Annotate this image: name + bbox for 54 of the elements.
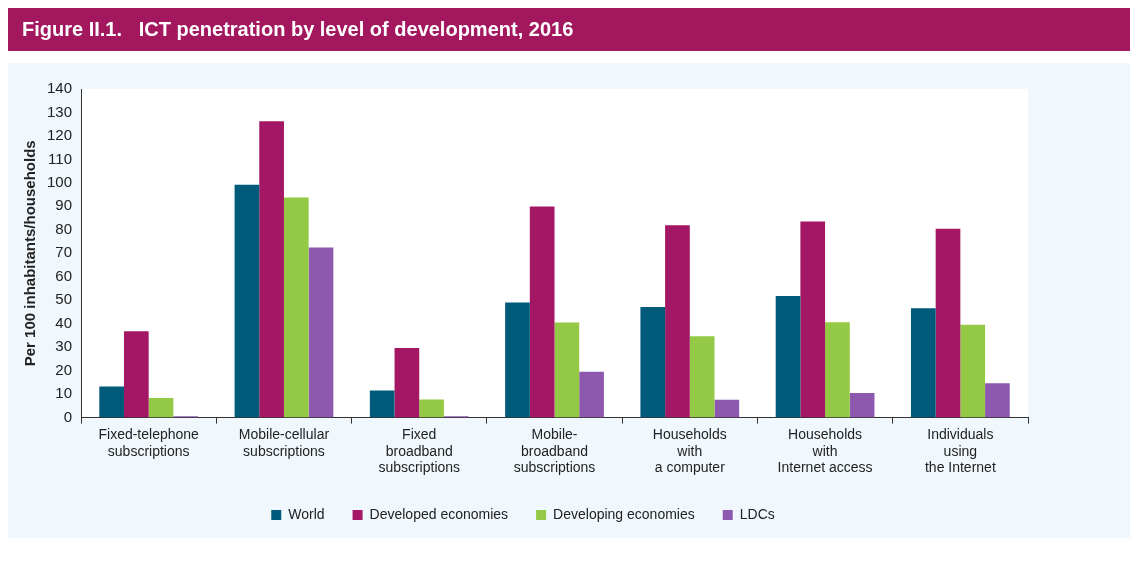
y-tick-label: 30 — [55, 337, 73, 355]
bar — [148, 397, 174, 418]
bar — [640, 307, 666, 418]
bar — [689, 336, 715, 418]
legend-label: Developing economies — [553, 505, 695, 522]
bar — [234, 184, 260, 418]
y-tick-label: 0 — [63, 407, 73, 425]
y-tick-label: 130 — [47, 102, 73, 120]
y-tick-label: 20 — [55, 360, 73, 378]
y-tick-label: 70 — [55, 243, 73, 261]
x-tick-label: Mobile-cellular subscriptions — [238, 425, 330, 459]
x-tick-label: Fixed broadband subscriptions — [378, 425, 461, 476]
bar — [775, 296, 801, 418]
y-tick-label: 80 — [55, 219, 73, 237]
bar — [960, 324, 986, 418]
x-tick-label: Mobile- broadband subscriptions — [513, 425, 596, 476]
bar — [800, 221, 826, 418]
bar — [714, 399, 740, 418]
x-tick-label: Fixed-telephone subscriptions — [98, 425, 200, 459]
x-tick-label: Households with Internet access — [777, 425, 873, 476]
chart-title: Figure II.1. ICT penetration by level of development, 2016 — [8, 8, 1130, 51]
y-tick-label: 90 — [55, 196, 73, 214]
bar — [419, 399, 444, 418]
y-tick-label: 110 — [48, 149, 73, 167]
bar — [935, 228, 961, 418]
y-tick-label: 50 — [55, 290, 73, 308]
y-tick-label: 120 — [47, 126, 73, 144]
bar — [529, 206, 555, 418]
legend-label: LDCs — [739, 505, 775, 522]
y-tick-label: 100 — [47, 173, 73, 191]
bar — [283, 197, 309, 418]
bar — [369, 390, 395, 418]
bar — [985, 383, 1010, 418]
x-tick-label: Individuals using the Internet — [924, 425, 996, 476]
bar — [910, 308, 936, 418]
bar — [665, 225, 690, 418]
y-axis-title: Per 100 inhabitants/households — [21, 140, 39, 367]
bar — [259, 121, 284, 418]
legend-label: Developed economies — [369, 505, 509, 522]
bar — [308, 247, 334, 418]
bar — [554, 322, 580, 418]
y-tick-label: 40 — [55, 313, 73, 331]
bar — [849, 392, 875, 418]
x-tick-label: Households with a computer — [652, 425, 727, 476]
y-tick-label: 60 — [55, 266, 73, 284]
y-tick-label: 140 — [47, 79, 73, 97]
y-tick-label: 10 — [55, 384, 73, 402]
bar — [825, 322, 850, 418]
bar — [394, 347, 420, 418]
legend-label: World — [288, 505, 325, 522]
bar — [99, 386, 124, 418]
bar — [579, 371, 604, 418]
bar — [505, 302, 530, 418]
bar — [123, 331, 149, 418]
